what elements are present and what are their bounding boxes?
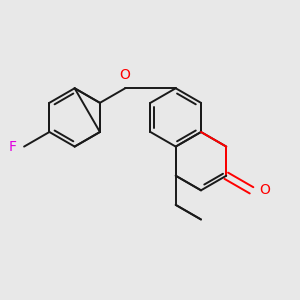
Text: O: O [120,68,130,82]
Text: F: F [9,140,16,154]
Text: O: O [259,183,270,197]
